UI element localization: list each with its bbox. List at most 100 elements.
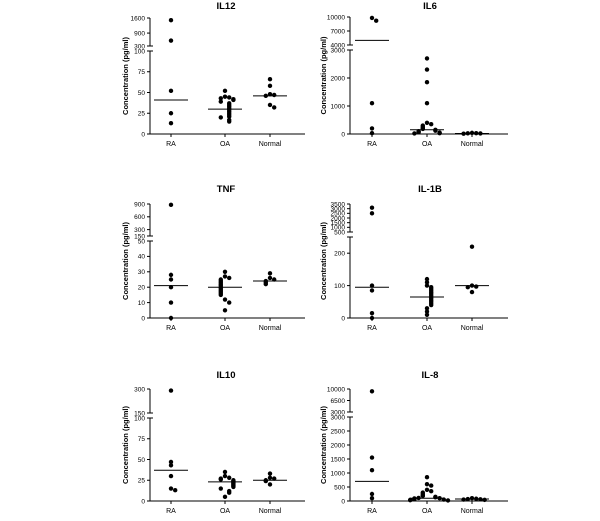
data-point	[218, 96, 223, 101]
y-tick-label: 50	[138, 90, 146, 97]
y-tick-label: 1600	[131, 15, 146, 22]
y-axis-label: Concentration (pg/ml)	[121, 37, 130, 115]
data-point	[231, 97, 236, 103]
panel-il-8: IL-8 Concentration (pg/ml) 0 500 1000 1500 200…	[319, 370, 508, 515]
data-point	[369, 15, 375, 21]
data-point	[424, 276, 430, 282]
y-tick-label: 1000	[331, 225, 346, 232]
y-tick-label: 150	[134, 233, 145, 240]
data-point	[424, 56, 430, 61]
data-point	[218, 292, 223, 298]
data-point	[222, 308, 228, 313]
data-point	[267, 91, 273, 97]
data-point	[429, 489, 434, 494]
data-point	[424, 487, 430, 492]
data-point	[263, 478, 268, 484]
data-point	[424, 120, 430, 126]
y-tick-label: 1500	[331, 220, 346, 227]
data-point	[168, 300, 174, 305]
y-tick-label: 100	[134, 415, 145, 422]
data-point	[424, 482, 430, 487]
y-tick-label: 3000	[331, 47, 346, 54]
y-tick-label: 7000	[331, 28, 346, 35]
panel-il-1b: IL-1B Concentration (pg/ml) 0 100 200 5001000…	[319, 184, 508, 332]
x-category-label: OA	[422, 508, 432, 515]
data-point	[465, 285, 470, 290]
data-point	[267, 271, 273, 276]
y-tick-label: 2000	[331, 215, 346, 222]
data-point	[420, 493, 425, 499]
y-tick-label: 500	[334, 484, 345, 491]
y-tick-label: 30	[138, 269, 146, 276]
data-point	[412, 131, 417, 136]
data-point	[369, 101, 375, 106]
y-tick-label: 1500	[331, 456, 346, 463]
data-point	[445, 498, 451, 503]
y-tick-label: 2000	[331, 75, 346, 82]
y-tick-label: 2500	[331, 211, 346, 218]
y-tick-label: 0	[341, 498, 345, 505]
y-tick-label: 50	[138, 457, 146, 464]
data-point	[218, 115, 223, 120]
x-category-label: OA	[422, 325, 432, 332]
data-point	[227, 490, 232, 495]
data-point	[168, 17, 174, 23]
data-point	[168, 38, 174, 43]
y-tick-label: 0	[341, 315, 345, 322]
data-point	[369, 491, 375, 497]
y-tick-label: 300	[134, 227, 145, 234]
panel-title: IL12	[216, 1, 235, 12]
data-point	[227, 114, 232, 119]
data-point	[227, 475, 232, 480]
x-category-label: Normal	[461, 508, 484, 515]
y-tick-label: 6500	[331, 398, 346, 405]
x-category-label: OA	[422, 141, 432, 148]
data-point	[231, 484, 236, 490]
y-axis-label: Concentration (pg/ml)	[319, 406, 328, 484]
data-point	[267, 482, 273, 487]
data-point	[173, 488, 178, 493]
data-point	[369, 468, 375, 473]
data-point	[469, 289, 475, 295]
data-point	[474, 284, 479, 289]
data-point	[168, 463, 174, 468]
y-tick-label: 600	[134, 214, 145, 221]
x-category-label: RA	[166, 325, 176, 332]
y-axis-label: Concentration (pg/ml)	[319, 36, 328, 114]
data-point	[267, 83, 273, 89]
x-category-label: Normal	[259, 141, 282, 148]
x-category-label: OA	[220, 508, 230, 515]
data-point	[222, 494, 228, 500]
y-tick-label: 100	[134, 48, 145, 55]
data-point	[461, 497, 466, 502]
y-tick-label: 3000	[331, 206, 346, 213]
data-point	[222, 274, 228, 279]
y-tick-label: 40	[138, 254, 146, 261]
x-category-label: RA	[367, 508, 377, 515]
data-point	[429, 302, 434, 308]
data-point	[222, 88, 228, 94]
data-point	[369, 288, 375, 293]
y-tick-label: 10	[138, 300, 146, 307]
y-tick-label: 75	[138, 436, 146, 443]
data-point	[227, 95, 232, 100]
data-point	[369, 205, 375, 210]
data-point	[168, 272, 174, 278]
data-point	[424, 280, 430, 285]
data-point	[424, 80, 430, 85]
data-point	[369, 310, 375, 316]
y-axis-label: Concentration (pg/ml)	[319, 222, 328, 300]
y-tick-label: 4000	[331, 42, 346, 49]
y-tick-label: 10000	[327, 14, 345, 21]
data-point	[408, 497, 413, 503]
y-tick-label: 900	[134, 201, 145, 208]
data-point	[222, 94, 228, 99]
x-category-label: Normal	[259, 325, 282, 332]
data-point	[482, 497, 487, 503]
data-point	[267, 102, 273, 108]
data-point	[227, 119, 232, 124]
panel-tnf: TNF Concentration (pg/ml) 0 10 20 30 40 5015030…	[121, 184, 305, 332]
